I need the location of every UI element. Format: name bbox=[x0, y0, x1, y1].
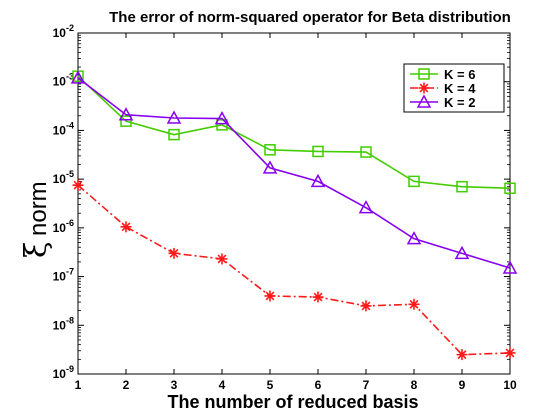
data-point bbox=[406, 231, 422, 245]
legend-marker bbox=[418, 82, 430, 94]
data-point bbox=[312, 145, 324, 158]
series-k-6 bbox=[72, 70, 516, 195]
y-tick-label: 10-7 bbox=[53, 267, 74, 284]
y-tick-label: 10-6 bbox=[53, 218, 74, 235]
data-point bbox=[168, 247, 180, 259]
data-point bbox=[166, 110, 182, 124]
data-point bbox=[264, 290, 276, 302]
data-point bbox=[70, 70, 86, 84]
y-axis-label-subscript: norm bbox=[25, 181, 52, 236]
series-k-2 bbox=[70, 70, 518, 274]
x-axis-label: The number of reduced basis bbox=[167, 392, 418, 412]
data-point bbox=[264, 144, 276, 156]
data-point bbox=[214, 111, 230, 125]
x-tick-label: 3 bbox=[171, 378, 178, 392]
x-tick-label: 1 bbox=[75, 378, 82, 392]
data-point bbox=[312, 291, 324, 303]
data-point bbox=[310, 173, 326, 188]
data-point bbox=[120, 115, 132, 127]
x-tick-label: 8 bbox=[411, 378, 418, 392]
data-point bbox=[454, 245, 470, 260]
series-line bbox=[77, 184, 511, 356]
data-point bbox=[358, 200, 374, 214]
data-point bbox=[504, 347, 516, 359]
data-point bbox=[360, 300, 372, 312]
data-point bbox=[216, 119, 228, 131]
data-point bbox=[456, 180, 468, 193]
data-point bbox=[262, 160, 278, 174]
y-axis-label: ξ norm bbox=[19, 181, 54, 258]
x-tick-label: 10 bbox=[503, 378, 517, 392]
x-tick-label: 4 bbox=[219, 378, 226, 392]
legend-label: K = 4 bbox=[444, 81, 476, 96]
x-tick-label: 2 bbox=[123, 378, 130, 392]
series-line bbox=[77, 75, 511, 190]
data-point bbox=[360, 146, 372, 158]
y-tick-label: 10-3 bbox=[53, 72, 74, 89]
x-tick-label: 9 bbox=[459, 378, 466, 392]
data-point bbox=[168, 128, 180, 141]
data-point bbox=[408, 175, 420, 188]
x-tick-label: 7 bbox=[363, 378, 370, 392]
y-tick-label: 10-8 bbox=[53, 315, 74, 332]
x-tick-label: 6 bbox=[315, 378, 322, 392]
data-point bbox=[216, 253, 228, 265]
data-point bbox=[118, 107, 134, 121]
y-tick-label: 10-5 bbox=[53, 169, 74, 186]
data-point bbox=[72, 179, 84, 191]
x-tick-label: 5 bbox=[267, 378, 274, 392]
legend-label: K = 6 bbox=[444, 67, 475, 82]
legend-marker bbox=[418, 68, 430, 80]
series-k-4 bbox=[72, 179, 516, 361]
data-point bbox=[408, 298, 420, 310]
data-point bbox=[502, 260, 518, 274]
y-axis-label-symbol: ξ bbox=[19, 241, 54, 258]
y-tick-label: 10-4 bbox=[53, 120, 74, 137]
data-point bbox=[456, 349, 468, 361]
legend-marker bbox=[416, 94, 432, 108]
legend: K = 6K = 4K = 2 bbox=[403, 63, 505, 113]
chart-title: The error of norm-squared operator for B… bbox=[109, 9, 511, 26]
y-tick-label: 10-9 bbox=[53, 364, 74, 381]
data-point bbox=[504, 182, 516, 195]
y-tick-label: 10-2 bbox=[53, 23, 74, 40]
data-point bbox=[120, 221, 132, 233]
series-line bbox=[77, 77, 511, 269]
legend-label: K = 2 bbox=[444, 95, 475, 110]
